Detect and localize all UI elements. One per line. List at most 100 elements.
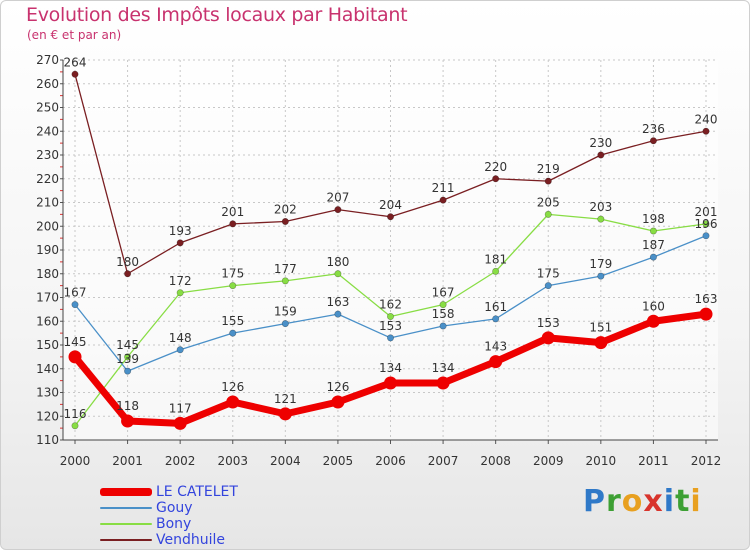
data-label: 219 xyxy=(537,162,560,176)
legend-swatch xyxy=(100,488,152,496)
x-tick-label: 2007 xyxy=(428,454,459,468)
data-point xyxy=(492,267,500,275)
y-tick-label: 210 xyxy=(36,196,59,210)
data-label: 153 xyxy=(537,316,560,330)
data-point xyxy=(544,282,552,290)
x-tick-label: 2005 xyxy=(323,454,354,468)
data-label: 175 xyxy=(537,267,560,281)
data-point xyxy=(597,215,605,223)
y-tick-label: 120 xyxy=(36,409,59,423)
y-tick-label: 180 xyxy=(36,267,59,281)
y-tick-label: 110 xyxy=(36,433,59,447)
data-label: 177 xyxy=(274,262,297,276)
data-point xyxy=(176,289,184,297)
chart-subtitle: (en € et par an) xyxy=(27,28,122,42)
x-tick-label: 2012 xyxy=(691,454,722,468)
y-tick-label: 230 xyxy=(36,148,59,162)
y-tick-label: 250 xyxy=(36,101,59,115)
data-point xyxy=(702,127,710,135)
x-tick-label: 2011 xyxy=(638,454,669,468)
data-point xyxy=(173,416,187,430)
data-point xyxy=(334,310,342,318)
x-tick-label: 2004 xyxy=(270,454,301,468)
data-point xyxy=(281,218,289,226)
data-label: 163 xyxy=(326,295,349,309)
data-point xyxy=(229,220,237,228)
data-point xyxy=(124,353,132,361)
data-point xyxy=(649,253,657,261)
legend-swatch xyxy=(100,539,152,541)
data-label: 240 xyxy=(695,112,718,126)
data-label: 134 xyxy=(379,361,402,375)
data-point xyxy=(278,407,292,421)
logo-letter: o xyxy=(621,484,644,519)
data-label: 211 xyxy=(432,181,455,195)
data-point xyxy=(121,414,135,428)
data-label: 167 xyxy=(64,286,87,300)
data-point xyxy=(281,277,289,285)
data-point xyxy=(436,376,450,390)
data-label: 126 xyxy=(221,380,244,394)
logo-letter: i xyxy=(690,484,702,519)
data-label: 117 xyxy=(169,401,192,415)
data-point xyxy=(68,350,82,364)
data-point xyxy=(439,322,447,330)
data-point xyxy=(597,151,605,159)
logo-letter: i xyxy=(663,484,676,519)
logo-letter: t xyxy=(675,484,691,519)
data-point xyxy=(386,312,394,320)
data-point xyxy=(649,227,657,235)
data-label: 148 xyxy=(169,331,192,345)
data-point xyxy=(331,395,345,409)
data-label: 162 xyxy=(379,298,402,312)
data-point xyxy=(597,272,605,280)
y-tick-label: 170 xyxy=(36,291,59,305)
x-tick-label: 2010 xyxy=(586,454,617,468)
data-label: 145 xyxy=(64,335,87,349)
data-label: 203 xyxy=(589,200,612,214)
data-label: 126 xyxy=(326,380,349,394)
data-label: 172 xyxy=(169,274,192,288)
x-tick-label: 2001 xyxy=(112,454,143,468)
data-point xyxy=(386,213,394,221)
data-label: 161 xyxy=(484,300,507,314)
y-tick-label: 190 xyxy=(36,243,59,257)
data-label: 139 xyxy=(116,352,139,366)
legend-label: Bony xyxy=(156,516,192,532)
data-point xyxy=(229,282,237,290)
data-label: 207 xyxy=(326,191,349,205)
data-label: 160 xyxy=(642,299,665,313)
legend-label: Vendhuile xyxy=(156,532,226,548)
data-point xyxy=(541,331,555,345)
data-point xyxy=(71,422,79,430)
data-point xyxy=(594,336,608,350)
data-point xyxy=(649,137,657,145)
data-point xyxy=(646,314,660,328)
x-tick-label: 2008 xyxy=(480,454,511,468)
data-label: 180 xyxy=(116,255,139,269)
y-tick-label: 130 xyxy=(36,386,59,400)
data-label: 220 xyxy=(484,160,507,174)
data-point xyxy=(702,232,710,240)
data-point xyxy=(384,376,397,390)
data-label: 179 xyxy=(589,257,612,271)
data-point xyxy=(229,329,237,337)
data-point xyxy=(439,301,447,309)
data-point xyxy=(386,334,394,342)
data-label: 236 xyxy=(642,122,665,136)
data-label: 167 xyxy=(432,286,455,300)
data-point xyxy=(699,307,713,321)
data-label: 155 xyxy=(221,314,244,328)
data-point xyxy=(124,367,132,375)
y-tick-label: 200 xyxy=(36,219,59,233)
legend-swatch xyxy=(100,507,152,509)
data-label: 118 xyxy=(116,399,139,413)
data-label: 193 xyxy=(169,224,192,238)
x-tick-label: 2009 xyxy=(533,454,564,468)
y-tick-label: 150 xyxy=(36,338,59,352)
data-label: 202 xyxy=(274,203,297,217)
proxiti-logo: Proxiti xyxy=(583,484,702,519)
data-label: 158 xyxy=(432,307,455,321)
x-tick-label: 2003 xyxy=(217,454,248,468)
